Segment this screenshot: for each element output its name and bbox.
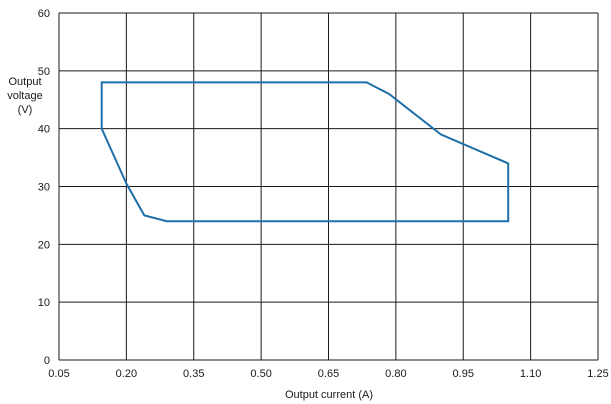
y-tick-label-2: 20 — [38, 239, 50, 251]
y-axis-label-line-0: Output — [8, 76, 41, 88]
y-tick-label-3: 30 — [38, 182, 50, 194]
y-tick-label-1: 10 — [38, 297, 50, 309]
series-layer — [100, 81, 510, 223]
grid — [58, 12, 599, 361]
x-tick-labels: 0.05 0.20 0.35 0.50 0.65 0.80 0.95 1.10 1.25 — [48, 368, 608, 380]
y-axis-label-line-2: (V) — [18, 104, 33, 116]
series-line-0 — [100, 81, 510, 223]
x-tick-label-8: 1.25 — [587, 368, 608, 380]
x-tick-label-6: 0.95 — [453, 368, 474, 380]
x-tick-label-3: 0.50 — [250, 368, 271, 380]
x-tick-label-4: 0.65 — [318, 368, 339, 380]
x-axis-label: Output current (A) — [285, 389, 373, 401]
x-tick-label-1: 0.20 — [116, 368, 137, 380]
x-tick-label-7: 1.10 — [520, 368, 541, 380]
y-axis-label-line-1: voltage — [7, 90, 42, 102]
y-tick-label-6: 60 — [38, 8, 50, 20]
x-tick-label-0: 0.05 — [48, 368, 69, 380]
x-tick-label-5: 0.80 — [385, 368, 406, 380]
x-tick-label-2: 0.35 — [183, 368, 204, 380]
y-tick-labels: 0 10 20 30 40 50 60 — [38, 8, 50, 367]
y-axis-label: Output voltage (V) — [7, 76, 42, 116]
y-tick-label-0: 0 — [44, 355, 50, 367]
y-tick-label-4: 40 — [38, 124, 50, 136]
y-tick-label-5: 50 — [38, 66, 50, 78]
